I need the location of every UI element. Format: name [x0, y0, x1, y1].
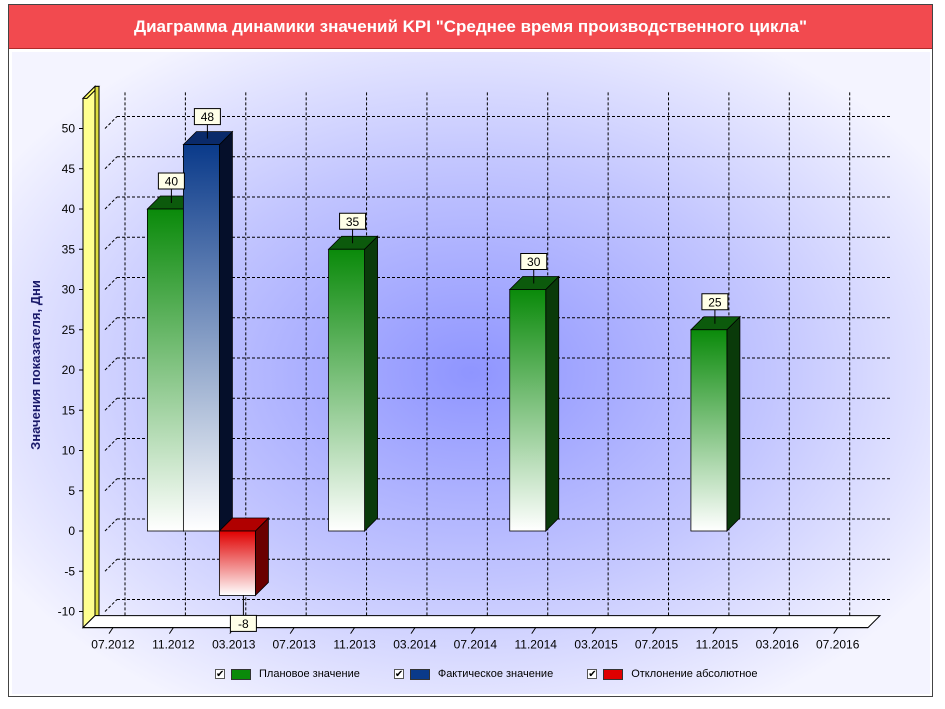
data-label-box — [193, 108, 221, 126]
x-tick-label: 03.2014 — [393, 638, 437, 652]
y-tick-label: 20 — [62, 363, 76, 377]
legend-checkbox-plan[interactable]: ✔ — [215, 669, 225, 680]
x-tick-label: 11.2014 — [514, 638, 557, 652]
x-axis-floor — [81, 615, 882, 629]
x-tick-mark — [470, 627, 476, 634]
y-tick-label: 25 — [62, 323, 76, 337]
y-tick-label: 15 — [62, 403, 76, 417]
data-label: 40 — [165, 175, 179, 189]
x-tick-label: 03.2016 — [756, 638, 800, 652]
gridline-depth — [104, 397, 118, 411]
gridline-depth — [104, 196, 118, 210]
y-tick-label: 40 — [62, 202, 76, 216]
gridline-depth — [104, 558, 118, 572]
gridline-depth — [104, 277, 118, 290]
data-label: 25 — [708, 295, 722, 309]
bar-fact — [182, 130, 234, 532]
data-label: 48 — [201, 110, 215, 124]
legend-checkbox-deviation[interactable]: ✔ — [587, 669, 598, 680]
x-tick-label: 07.2016 — [816, 638, 860, 652]
data-label-box — [520, 253, 548, 270]
bar-front — [218, 530, 256, 596]
data-label-box — [229, 614, 257, 632]
y-tick-label: 50 — [62, 122, 76, 136]
x-tick-label: 07.2012 — [91, 638, 135, 652]
gridline-depth — [104, 357, 118, 371]
y-tick-label: 5 — [68, 484, 75, 498]
gridline-depth — [104, 156, 118, 170]
bar-front — [182, 144, 220, 532]
bar-side — [545, 275, 560, 532]
legend-swatch-deviation — [603, 668, 624, 680]
bar-side — [364, 235, 378, 532]
data-label: 30 — [527, 255, 541, 269]
gridline-depth — [104, 478, 118, 492]
data-label-box — [339, 212, 367, 230]
bar-front — [509, 289, 547, 532]
x-tick-label: 11.2013 — [333, 638, 376, 652]
data-label-box — [701, 293, 729, 311]
legend-label-plan: Плановое значение — [259, 668, 360, 680]
x-tick-label: 03.2013 — [212, 638, 256, 652]
y-axis-wall-face — [82, 85, 96, 629]
bar-front — [690, 329, 728, 532]
chart-title: Диаграмма динамики значений KPI "Среднее… — [133, 16, 808, 36]
gridline-depth — [104, 236, 118, 250]
y-tick-label: -5 — [64, 564, 75, 578]
x-tick-mark — [289, 627, 295, 634]
x-tick-mark — [833, 627, 839, 634]
y-tick-label: 30 — [62, 283, 76, 297]
y-tick-label: -10 — [58, 605, 76, 619]
y-tick-label: 10 — [62, 444, 76, 458]
data-label-box — [157, 172, 185, 190]
legend-swatch-plan — [231, 668, 251, 680]
x-tick-mark — [350, 627, 355, 634]
bar-plan — [689, 315, 741, 532]
bar-plan — [327, 235, 379, 532]
x-tick-label: 11.2015 — [696, 638, 739, 652]
x-tick-label: 03.2015 — [574, 638, 618, 652]
bar-plan — [508, 275, 560, 532]
x-tick-label: 07.2015 — [635, 638, 679, 652]
x-tick-mark — [712, 627, 718, 634]
data-label: 35 — [346, 215, 360, 229]
bar-front — [146, 208, 184, 532]
x-tick-label: 11.2012 — [152, 638, 195, 652]
legend-label-deviation: Отклонение абсолютное — [631, 668, 758, 680]
y-tick-label: 0 — [68, 524, 75, 538]
legend-checkbox-fact[interactable]: ✔ — [393, 669, 404, 680]
x-tick-mark — [772, 627, 778, 634]
x-tick-mark — [652, 627, 657, 634]
bar-deviation — [218, 517, 270, 597]
gridline-depth — [104, 317, 118, 331]
y-axis-title: Значения показателя, Дни — [28, 280, 43, 450]
legend-item-fact[interactable]: ✔ Фактическое значение — [393, 668, 554, 680]
legend-item-deviation[interactable]: ✔ Отклонение абсолютное — [587, 668, 758, 680]
x-tick-label: 07.2013 — [272, 638, 316, 652]
bar-side — [218, 130, 233, 532]
chart-legend: ✔ Плановое значение ✔ Фактическое значен… — [215, 668, 792, 680]
gridline-depth — [104, 116, 118, 129]
bar-side — [726, 315, 741, 532]
y-tick-label: 35 — [62, 242, 76, 256]
x-tick-mark — [410, 627, 416, 634]
gridline-depth — [104, 599, 118, 612]
x-tick-mark — [108, 627, 114, 634]
legend-swatch-fact — [409, 668, 430, 680]
y-axis-wall-side — [94, 85, 100, 617]
gridline-depth — [104, 438, 118, 451]
legend-item-plan[interactable]: ✔ Плановое значение — [215, 668, 360, 680]
gridline-depth — [104, 518, 118, 532]
x-tick-label: 07.2014 — [454, 638, 498, 652]
chart-title-bar: Диаграмма динамики значений KPI "Среднее… — [9, 5, 932, 49]
data-label: -8 — [238, 617, 249, 631]
x-tick-mark — [591, 627, 597, 634]
x-tick-mark — [168, 627, 174, 634]
bar-front — [328, 248, 365, 532]
x-tick-mark — [531, 627, 537, 634]
legend-label-fact: Фактическое значение — [437, 668, 554, 680]
y-tick-label: 45 — [62, 162, 76, 176]
